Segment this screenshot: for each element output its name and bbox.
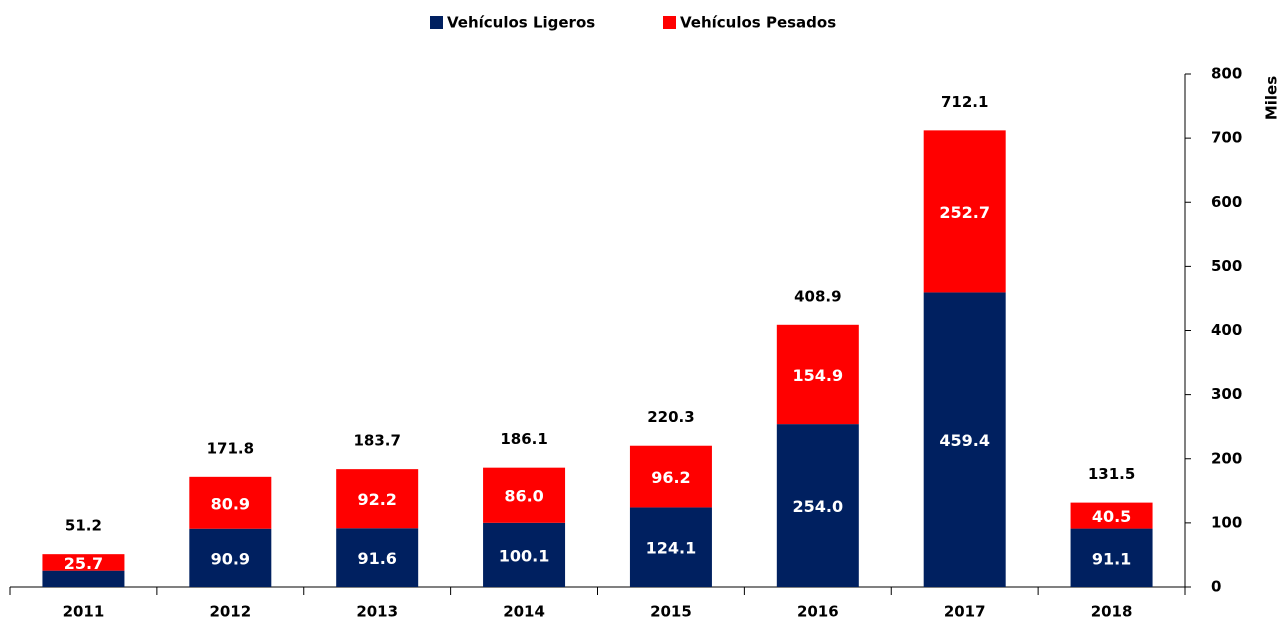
bar-segment <box>336 528 419 587</box>
value-label: 254.0 <box>793 497 844 516</box>
x-tick-label: 2018 <box>1091 603 1133 621</box>
y-tick-label: 100 <box>1211 513 1242 531</box>
bar-segment <box>42 554 125 571</box>
value-label: 124.1 <box>646 539 697 558</box>
bar-segment <box>776 424 859 587</box>
y-axis-label: Miles <box>1263 76 1281 120</box>
x-tick-label: 2017 <box>944 603 986 621</box>
value-label: 91.6 <box>357 549 396 568</box>
bar-segment <box>336 469 419 529</box>
bar-segment <box>1070 502 1153 529</box>
value-label: 80.9 <box>211 494 250 513</box>
y-tick-label: 400 <box>1211 321 1242 339</box>
bar-segment <box>1070 528 1153 587</box>
y-tick-label: 200 <box>1211 449 1242 467</box>
legend-swatch <box>430 16 443 29</box>
value-label: 459.4 <box>939 431 990 450</box>
value-label: 86.0 <box>504 487 543 506</box>
bar-segment <box>629 445 712 508</box>
y-tick-label: 600 <box>1211 193 1242 211</box>
total-label: 408.9 <box>794 287 841 305</box>
total-label: 712.1 <box>941 93 988 111</box>
x-tick-label: 2014 <box>503 603 545 621</box>
total-label: 51.2 <box>65 517 102 535</box>
value-label: 92.2 <box>357 490 396 509</box>
value-label: 154.9 <box>793 366 844 385</box>
x-tick-label: 2012 <box>209 603 251 621</box>
x-tick-label: 2011 <box>63 603 105 621</box>
bar-segment <box>629 507 712 587</box>
total-label: 171.8 <box>207 439 254 457</box>
value-label: 90.9 <box>211 549 250 568</box>
total-label: 183.7 <box>353 432 400 450</box>
total-label: 186.1 <box>500 430 547 448</box>
legend-swatch <box>663 16 676 29</box>
bar-segment <box>923 292 1006 587</box>
y-tick-label: 700 <box>1211 129 1242 147</box>
y-tick-label: 500 <box>1211 257 1242 275</box>
bar-segment <box>189 528 272 587</box>
total-label: 220.3 <box>647 408 694 426</box>
bar-segment <box>189 476 272 529</box>
value-label: 91.1 <box>1092 549 1131 568</box>
y-tick-label: 800 <box>1211 65 1242 83</box>
y-tick-label: 300 <box>1211 385 1242 403</box>
bar-segment <box>776 324 859 425</box>
bar-segment <box>923 130 1006 293</box>
value-label: 96.2 <box>651 468 690 487</box>
legend-label: Vehículos Pesados <box>680 14 836 32</box>
value-label: 252.7 <box>939 203 990 222</box>
value-label: 100.1 <box>499 546 550 565</box>
y-tick-label: 0 <box>1211 578 1221 596</box>
x-tick-label: 2013 <box>356 603 398 621</box>
value-label: 40.5 <box>1092 507 1131 526</box>
legend-label: Vehículos Ligeros <box>447 14 595 32</box>
total-label: 131.5 <box>1088 465 1135 483</box>
bar-segment <box>483 467 566 523</box>
x-tick-label: 2016 <box>797 603 839 621</box>
bar-segment <box>42 570 125 587</box>
x-tick-label: 2015 <box>650 603 692 621</box>
bar-segment <box>483 522 566 587</box>
value-label: 25.7 <box>64 554 103 573</box>
